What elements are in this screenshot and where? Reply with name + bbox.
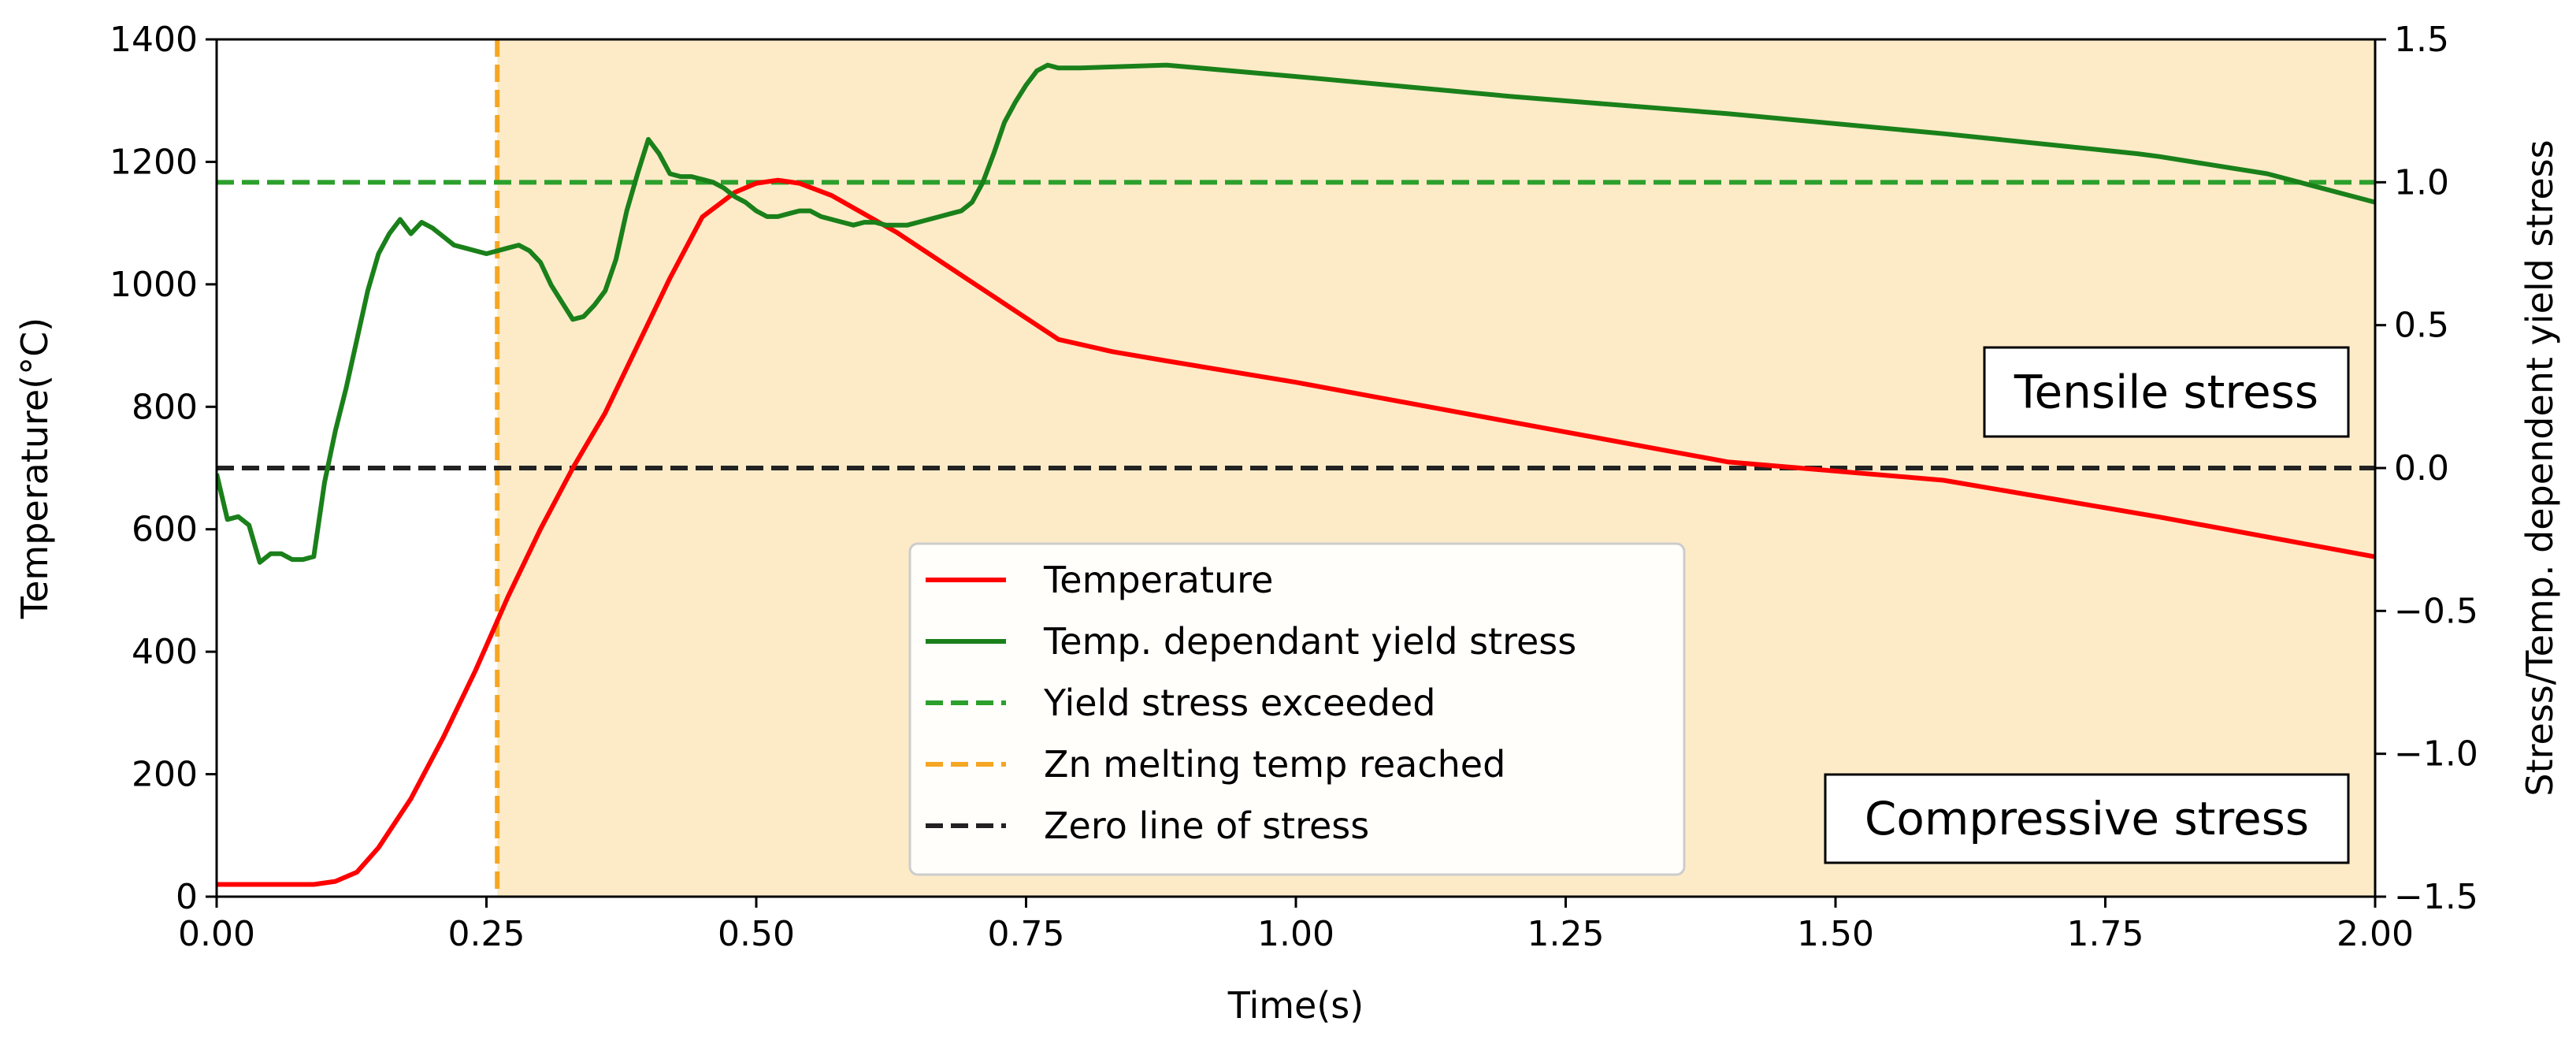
series-temperature bbox=[217, 177, 2375, 887]
legend-label: Temperature bbox=[1043, 559, 1273, 601]
x-tick-label: 0.50 bbox=[718, 914, 795, 954]
y-left-tick-label: 600 bbox=[132, 510, 198, 550]
annotation-label: Tensile stress bbox=[2014, 366, 2318, 419]
y-right-tick-label: −1.5 bbox=[2394, 877, 2478, 917]
x-tick-label: 0.75 bbox=[988, 914, 1065, 954]
x-axis-label: Time(s) bbox=[1227, 984, 1364, 1027]
y-left-tick-label: 800 bbox=[132, 387, 198, 427]
annotation-label: Compressive stress bbox=[1865, 792, 2309, 845]
legend-label: Yield stress exceeded bbox=[1043, 682, 1435, 724]
legend-label: Temp. dependant yield stress bbox=[1043, 620, 1576, 663]
x-tick-label: 0.25 bbox=[448, 914, 525, 954]
y-right-tick-label: −1.0 bbox=[2394, 734, 2478, 775]
y-right-tick-label: 1.5 bbox=[2394, 20, 2449, 60]
annotations: Tensile stress Compressive stress bbox=[1824, 346, 2350, 864]
y-left-tick-label: 1000 bbox=[109, 265, 198, 305]
axes: 0.00 0.25 0.50 0.75 1.00 1.25 1.50 1.75 2.00 0 200… bbox=[13, 20, 2561, 1027]
y-left-tick-label: 1200 bbox=[109, 142, 198, 182]
x-tick-label: 1.25 bbox=[1527, 914, 1605, 954]
x-tick-label: 1.00 bbox=[1257, 914, 1334, 954]
x-tick-label: 2.00 bbox=[2337, 914, 2414, 954]
legend-label: Zero line of stress bbox=[1044, 804, 1369, 847]
legend: Temperature Temp. dependant yield stress Y… bbox=[908, 542, 1686, 876]
annotation-box bbox=[1983, 346, 2350, 438]
y-left-tick-label: 200 bbox=[132, 755, 198, 795]
y-right-tick-label: 1.0 bbox=[2394, 162, 2449, 202]
series-temp-dependant-yield-stress bbox=[217, 62, 2375, 565]
y-right-tick-label: 0.5 bbox=[2394, 306, 2449, 346]
y-left-tick-label: 1400 bbox=[109, 20, 198, 60]
y-left-tick-label: 0 bbox=[176, 877, 198, 917]
y-right-axis-label: Stress/Temp. dependent yield stress bbox=[2518, 139, 2561, 796]
y-right-tick-label: 0.0 bbox=[2394, 448, 2449, 489]
y-left-axis-label: Temperature(°C) bbox=[13, 318, 56, 619]
annotation-box bbox=[1824, 773, 2350, 864]
y-left-tick-label: 400 bbox=[132, 632, 198, 672]
x-tick-label: 0.00 bbox=[178, 914, 255, 954]
legend-label: Zn melting temp reached bbox=[1044, 743, 1505, 786]
x-tick-label: 1.50 bbox=[1797, 914, 1874, 954]
legend-box bbox=[908, 542, 1686, 876]
x-tick-label: 1.75 bbox=[2067, 914, 2144, 954]
y-right-tick-label: −0.5 bbox=[2394, 591, 2478, 631]
